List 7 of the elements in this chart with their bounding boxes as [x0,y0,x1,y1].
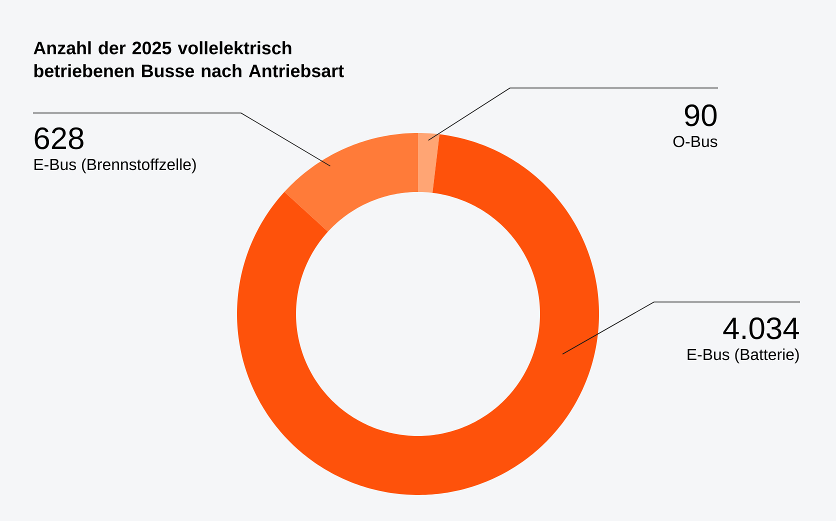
data-label: 90 [684,104,717,126]
chart-title: Anzahl der 2025 vollelektrisch betriebenen Busse nach Antriebsart [34,41,344,78]
data-label: 4.034 [723,317,799,340]
slice-label: O-Bus [673,136,718,148]
data-label: 628 [34,127,84,150]
slice-label: E-Bus (Brennstoffzelle) [34,158,196,174]
slice-label: E-Bus (Batterie) [688,348,799,364]
